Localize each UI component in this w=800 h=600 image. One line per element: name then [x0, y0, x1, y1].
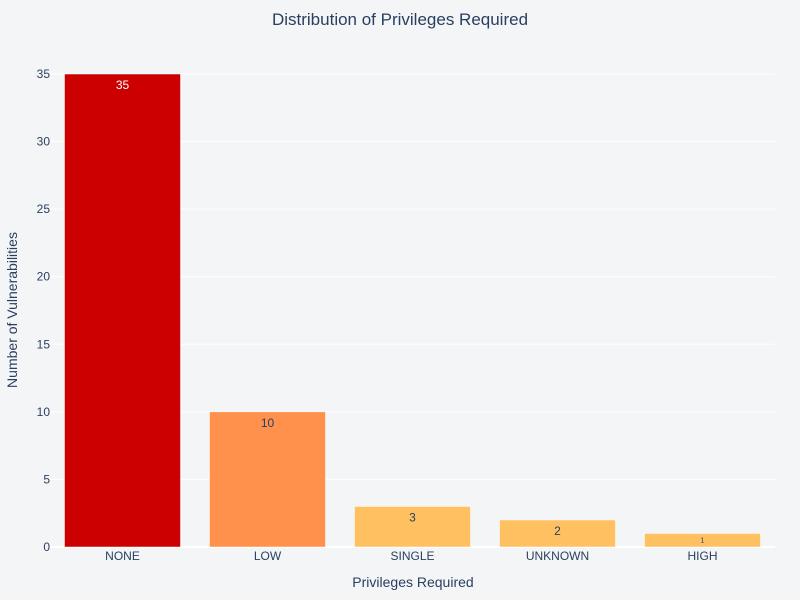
data-label: 2 — [554, 524, 561, 538]
x-axis-label: Privileges Required — [352, 574, 473, 590]
y-tick-label: 10 — [37, 405, 51, 419]
bar-high — [644, 533, 761, 548]
data-label: 35 — [116, 78, 130, 92]
bar-single — [354, 506, 471, 548]
x-tick-label: UNKNOWN — [526, 549, 589, 563]
y-tick-label: 25 — [37, 202, 51, 216]
y-tick-label: 20 — [37, 270, 51, 284]
y-axis-label: Number of Vulnerabilities — [4, 232, 20, 388]
y-tick-label: 35 — [37, 67, 51, 81]
bar-low — [209, 411, 326, 548]
x-tick-label: NONE — [105, 549, 140, 563]
data-label: 3 — [409, 510, 416, 524]
y-tick-label: 5 — [43, 472, 50, 486]
data-label: 1 — [701, 537, 705, 544]
y-tick-label: 30 — [37, 135, 51, 149]
bar-unknown — [499, 519, 616, 548]
y-tick-label: 0 — [43, 540, 50, 554]
data-label: 10 — [261, 416, 275, 430]
x-tick-label: LOW — [254, 549, 282, 563]
y-tick-label: 15 — [37, 337, 51, 351]
x-tick-label: HIGH — [688, 549, 718, 563]
chart-title: Distribution of Privileges Required — [272, 10, 528, 29]
bar-none — [64, 73, 181, 548]
x-tick-label: SINGLE — [390, 549, 434, 563]
